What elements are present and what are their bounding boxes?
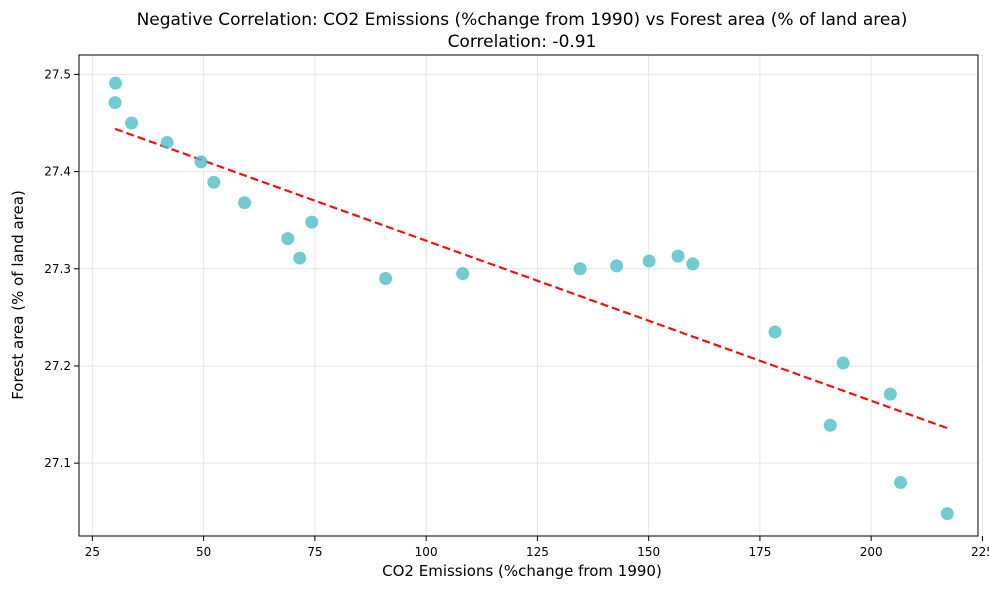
x-tick-label: 225 [971, 545, 989, 559]
x-tick-label: 50 [196, 545, 211, 559]
y-axis-label: Forest area (% of land area) [9, 190, 27, 400]
data-point [836, 356, 850, 370]
data-point [642, 254, 656, 268]
x-ticks: 25 50 75 100 125 150 175 200 225 [85, 536, 989, 559]
data-point [883, 387, 897, 401]
data-point [456, 267, 470, 281]
y-tick-label: 27.4 [44, 165, 71, 179]
x-tick-label: 75 [307, 545, 322, 559]
data-point [238, 196, 252, 210]
x-tick-label: 25 [85, 545, 100, 559]
x-tick-label: 175 [748, 545, 771, 559]
data-point [379, 271, 393, 285]
x-tick-label: 150 [637, 545, 660, 559]
data-point [207, 175, 221, 189]
x-axis-label: CO2 Emissions (%change from 1990) [382, 562, 662, 580]
trend-line [114, 127, 948, 430]
data-point [108, 96, 122, 110]
data-point [108, 76, 122, 90]
data-point [823, 418, 837, 432]
data-point [194, 155, 208, 169]
data-point [686, 257, 700, 271]
data-point [160, 135, 174, 149]
grid-layer [79, 55, 983, 536]
x-tick-label: 200 [860, 545, 883, 559]
chart-title: Negative Correlation: CO2 Emissions (%ch… [137, 10, 908, 30]
y-tick-label: 27.2 [44, 359, 71, 373]
y-tick-label: 27.5 [44, 67, 71, 81]
plot-frame [78, 54, 979, 537]
data-point [573, 262, 587, 276]
y-ticks: 27.1 27.2 27.3 27.4 27.5 [44, 67, 79, 470]
y-tick-label: 27.3 [44, 262, 71, 276]
data-point [671, 249, 685, 263]
trendline-layer [114, 127, 948, 430]
data-point [281, 232, 295, 246]
data-point [125, 116, 139, 130]
x-tick-label: 100 [415, 545, 438, 559]
data-point [305, 215, 319, 229]
data-point [768, 325, 782, 339]
data-point [894, 476, 908, 490]
points-layer [108, 76, 954, 521]
y-tick-label: 27.1 [44, 456, 71, 470]
data-point [610, 259, 624, 273]
chart-subtitle: Correlation: -0.91 [448, 32, 597, 52]
x-tick-label: 125 [526, 545, 549, 559]
data-point [293, 251, 307, 265]
data-point [940, 507, 954, 521]
